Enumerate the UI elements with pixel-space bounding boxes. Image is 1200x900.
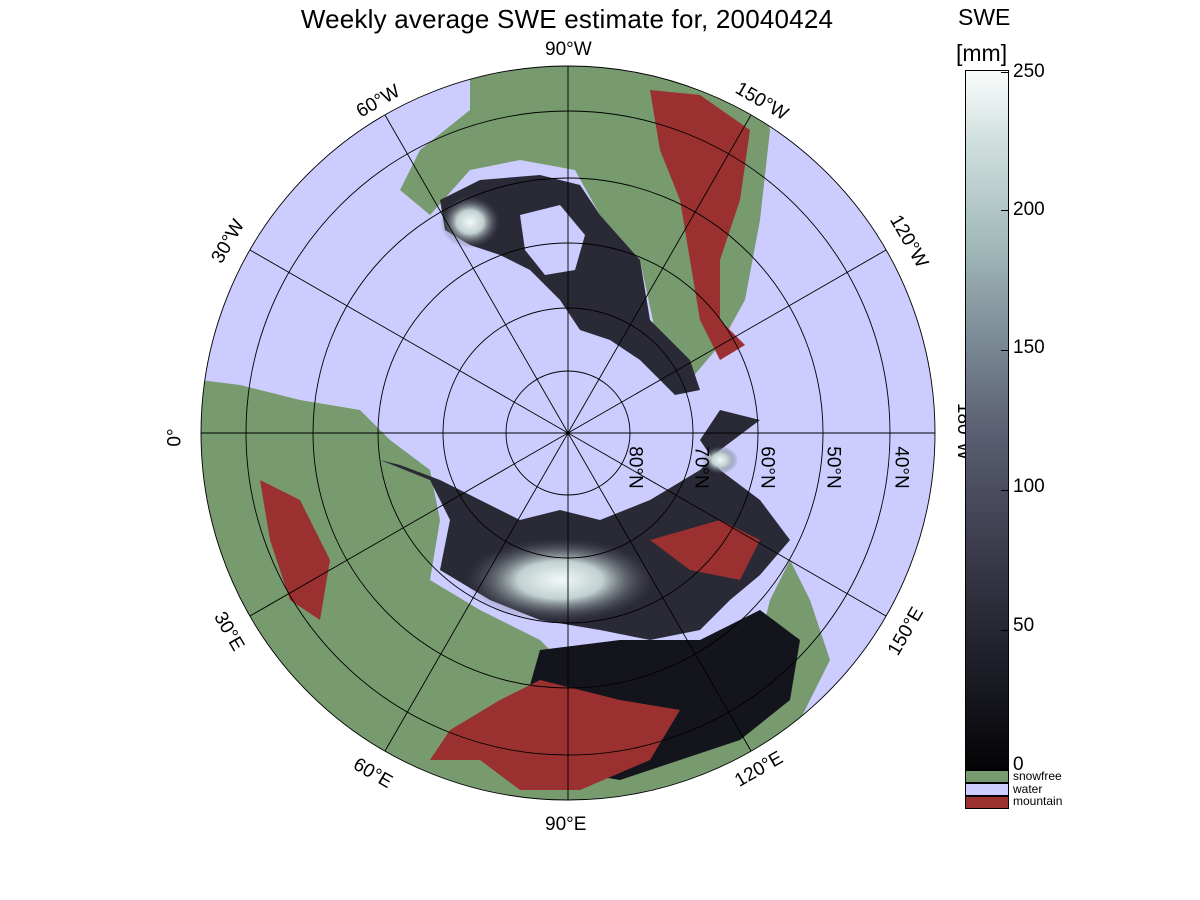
category-label-snowfree: snowfree (1013, 769, 1062, 783)
colorbar-tick-150 (1001, 350, 1009, 351)
colorbar-label-50: 50 (1013, 615, 1035, 636)
map-title: Weekly average SWE estimate for, 2004042… (300, 4, 834, 34)
east-asia-mountain (650, 520, 760, 580)
colorbar (965, 70, 1009, 770)
rockies-mountain (650, 90, 750, 360)
lon-label-90w: 90°W (545, 39, 592, 60)
lat-label-60n: 60°N (756, 446, 778, 489)
lat-label-80n: 80°N (624, 446, 646, 489)
colorbar-label-0: 0 (1013, 754, 1024, 775)
graticule (200, 65, 936, 801)
category-swatch-water (965, 783, 1009, 796)
colorbar-title: SWE (958, 4, 1011, 30)
lon-label-90e: 90°E (545, 814, 587, 835)
category-label-mountain: mountain (1013, 794, 1063, 808)
lat-label-70n: 70°N (690, 446, 712, 489)
alps-mountain (260, 480, 330, 620)
lon-label-0: 0° (164, 428, 186, 447)
colorbar-tick-250 (1001, 72, 1009, 73)
colorbar-label-200: 200 (1013, 199, 1045, 220)
colorbar-tick-100 (1001, 490, 1009, 491)
colorbar-tick-50 (1001, 630, 1009, 631)
category-swatch-snowfree (965, 770, 1009, 783)
colorbar-unit: [mm] (956, 40, 1008, 66)
colorbar-label-100: 100 (1013, 476, 1045, 497)
colorbar-tick-200 (1001, 210, 1009, 211)
hudson-bay (520, 205, 585, 275)
asia-mountain (430, 680, 680, 790)
colorbar-label-250: 250 (1013, 61, 1045, 82)
colorbar-tick-0 (1001, 768, 1009, 769)
colorbar-label-150: 150 (1013, 337, 1045, 358)
category-swatch-mountain (965, 796, 1009, 809)
north-america-snow (440, 175, 700, 395)
lat-label-50n: 50°N (822, 446, 844, 489)
category-label-water: water (1013, 782, 1043, 796)
lat-label-40n: 40°N (890, 446, 912, 489)
